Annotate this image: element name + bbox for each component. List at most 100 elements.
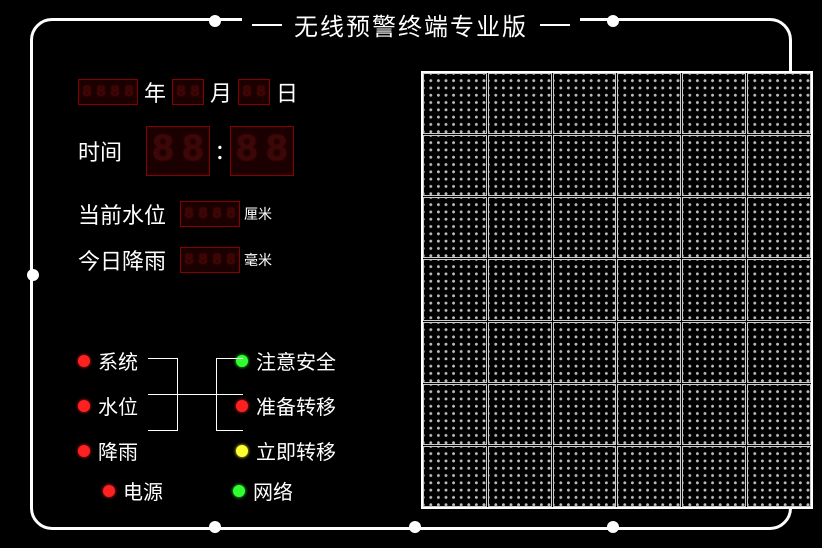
matrix-cell <box>617 384 681 445</box>
connector-line <box>148 430 178 431</box>
status-label: 准备转移 <box>256 391 336 420</box>
status-item: 水位 <box>78 391 228 420</box>
matrix-cell <box>423 384 487 445</box>
led-matrix <box>421 71 813 509</box>
matrix-cell <box>747 384 811 445</box>
connector-line <box>216 430 243 431</box>
frame-dot <box>209 521 221 533</box>
status-led-icon <box>78 400 90 412</box>
water-label: 当前水位 <box>78 198 166 230</box>
water-row: 当前水位 8888 厘米 <box>78 198 408 230</box>
status-label: 电源 <box>123 476 163 505</box>
time-label: 时间 <box>78 135 122 167</box>
day-label: 日 <box>276 76 298 108</box>
connector-line <box>148 358 178 359</box>
status-led-icon <box>233 485 245 497</box>
status-label: 系统 <box>98 346 138 375</box>
status-item: 电源 <box>103 476 163 505</box>
status-item: 系统 <box>78 346 228 375</box>
rain-unit: 毫米 <box>244 250 272 270</box>
matrix-cell <box>553 73 617 134</box>
matrix-cell <box>617 322 681 383</box>
connector-line <box>177 394 217 395</box>
matrix-cell <box>617 73 681 134</box>
matrix-cell <box>488 73 552 134</box>
title-dash-left <box>252 24 282 26</box>
month-seg: 88 <box>172 79 204 105</box>
status-item: 降雨 <box>78 436 228 465</box>
matrix-cell <box>682 197 746 258</box>
matrix-cell <box>747 135 811 196</box>
hour-seg: 88 <box>146 126 210 176</box>
status-item: 网络 <box>233 476 293 505</box>
month-label: 月 <box>210 76 232 108</box>
matrix-cell <box>617 446 681 507</box>
connector-line <box>148 394 178 395</box>
status-led-icon <box>236 445 248 457</box>
matrix-cell <box>488 384 552 445</box>
matrix-cell <box>553 197 617 258</box>
matrix-cell <box>747 322 811 383</box>
matrix-cell <box>617 135 681 196</box>
matrix-cell <box>747 73 811 134</box>
matrix-cell <box>682 446 746 507</box>
matrix-cell <box>553 135 617 196</box>
matrix-cell <box>682 322 746 383</box>
year-seg: 8888 <box>78 79 138 105</box>
status-led-icon <box>78 445 90 457</box>
matrix-cell <box>423 322 487 383</box>
status-label: 立即转移 <box>256 436 336 465</box>
title-dash-right <box>540 24 570 26</box>
status-item: 准备转移 <box>236 391 386 420</box>
matrix-cell <box>747 197 811 258</box>
frame-dot <box>607 15 619 27</box>
matrix-cell <box>747 259 811 320</box>
status-led-icon <box>103 485 115 497</box>
water-unit: 厘米 <box>244 204 272 224</box>
connector-line <box>216 394 243 395</box>
day-seg: 88 <box>238 79 270 105</box>
frame-dot <box>27 269 39 281</box>
status-grid: 系统 注意安全水位 准备转移降雨 立即转移 <box>78 346 386 465</box>
rain-label: 今日降雨 <box>78 244 166 276</box>
rain-seg: 8888 <box>180 247 240 273</box>
time-row: 时间 88 : 88 <box>78 126 408 176</box>
status-label: 水位 <box>98 391 138 420</box>
matrix-cell <box>423 259 487 320</box>
bottom-status-row: 电源 网络 <box>103 476 293 505</box>
matrix-cell <box>423 135 487 196</box>
device-panel: 无线预警终端专业版 8888 年 88 月 88 日 时间 88 : 88 当前… <box>30 18 792 530</box>
matrix-cell <box>682 259 746 320</box>
matrix-cell <box>423 446 487 507</box>
status-item: 立即转移 <box>236 436 386 465</box>
matrix-cell <box>553 322 617 383</box>
title-text: 无线预警终端专业版 <box>294 7 528 42</box>
status-label: 降雨 <box>98 436 138 465</box>
matrix-cell <box>423 73 487 134</box>
matrix-cell <box>488 446 552 507</box>
status-led-icon <box>236 400 248 412</box>
matrix-cell <box>553 384 617 445</box>
status-led-icon <box>78 355 90 367</box>
matrix-cell <box>682 384 746 445</box>
water-seg: 8888 <box>180 201 240 227</box>
matrix-cell <box>488 259 552 320</box>
matrix-cell <box>617 259 681 320</box>
status-label: 注意安全 <box>256 346 336 375</box>
title-bar: 无线预警终端专业版 <box>242 7 580 42</box>
year-label: 年 <box>144 76 166 108</box>
matrix-cell <box>488 197 552 258</box>
matrix-cell <box>682 135 746 196</box>
matrix-cell <box>488 322 552 383</box>
readout-panel: 8888 年 88 月 88 日 时间 88 : 88 当前水位 8888 厘米… <box>78 76 408 290</box>
matrix-cell <box>617 197 681 258</box>
status-item: 注意安全 <box>236 346 386 375</box>
minute-seg: 88 <box>230 126 294 176</box>
matrix-cell <box>423 197 487 258</box>
frame-dot <box>607 521 619 533</box>
matrix-cell <box>488 135 552 196</box>
matrix-cell <box>682 73 746 134</box>
connector-line <box>216 358 243 359</box>
matrix-cell <box>553 259 617 320</box>
matrix-cell <box>553 446 617 507</box>
